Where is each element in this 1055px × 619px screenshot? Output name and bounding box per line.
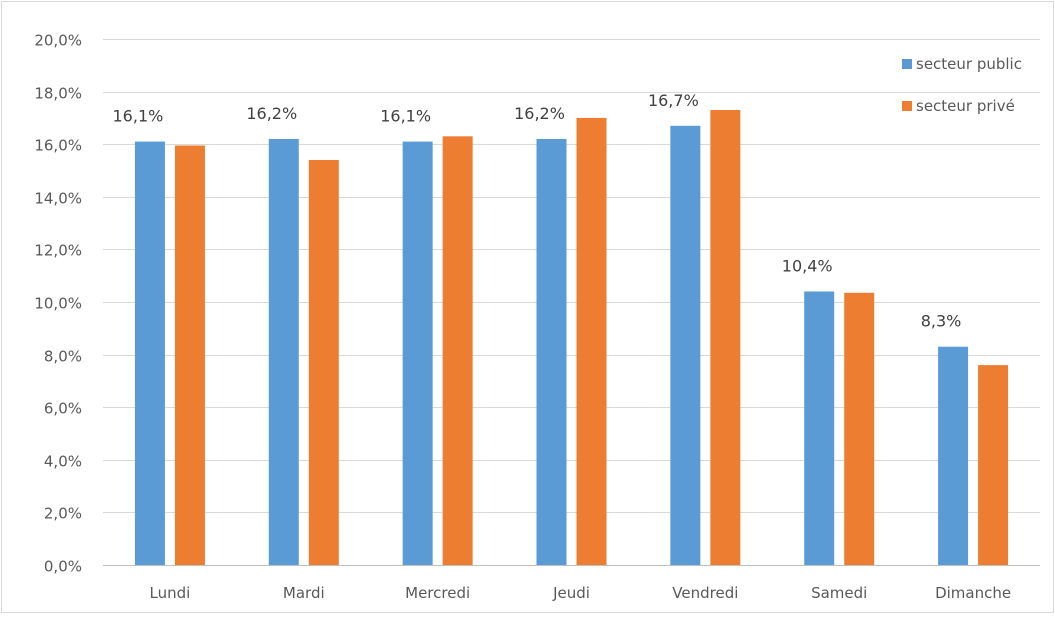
bar-prive-mercredi (442, 136, 473, 565)
bar-public-mardi (268, 138, 299, 565)
y-tick-label: 16,0% (34, 137, 82, 155)
bar-public-jeudi (536, 138, 567, 565)
bar-prive-dimanche (978, 365, 1009, 565)
data-label: 16,2% (514, 104, 565, 123)
bar-public-lundi (134, 141, 165, 565)
y-tick-label: 20,0% (34, 32, 82, 50)
y-tick-label: 4,0% (44, 453, 82, 471)
bar-public-mercredi (402, 141, 433, 565)
bar-public-vendredi (670, 125, 701, 565)
bar-prive-mardi (308, 159, 339, 566)
bar-public-samedi (804, 291, 835, 565)
legend: secteur public secteur privé (902, 55, 1022, 115)
x-tick-label: Jeudi (552, 584, 590, 602)
legend-label-prive: secteur privé (916, 97, 1015, 115)
bar-prive-jeudi (576, 117, 607, 566)
x-tick-label: Mercredi (405, 584, 470, 602)
x-tick-label: Mardi (283, 584, 325, 602)
legend-label-public: secteur public (916, 55, 1022, 73)
y-tick-label: 2,0% (44, 505, 82, 523)
y-tick-label: 18,0% (34, 85, 82, 103)
bar-public-dimanche (938, 346, 969, 565)
y-tick-label: 0,0% (44, 558, 82, 576)
data-label: 10,4% (782, 256, 833, 275)
bars (134, 110, 1009, 566)
y-tick-label: 12,0% (34, 242, 82, 260)
x-tick-label: Vendredi (672, 584, 738, 602)
x-tick-label: Dimanche (935, 584, 1011, 602)
data-labels: 16,1% 16,2% 16,1% 16,2% 16,7% 10,4% 8,3% (113, 91, 962, 331)
y-tick-label: 8,0% (44, 348, 82, 366)
data-label: 16,2% (246, 104, 297, 123)
x-axis-tick-labels: Lundi Mardi Mercredi Jeudi Vendredi Samedi Dim… (150, 584, 1012, 602)
bar-prive-lundi (174, 145, 205, 565)
data-label: 8,3% (921, 312, 962, 331)
bar-prive-vendredi (710, 110, 741, 565)
y-axis-tick-labels: 0,0% 2,0% 4,0% 6,0% 8,0% 10,0% 12,0% 14,0% 16,0%… (34, 32, 82, 576)
legend-swatch-prive (902, 101, 912, 111)
y-tick-label: 10,0% (34, 295, 82, 313)
bar-prive-samedi (844, 292, 875, 565)
data-label: 16,1% (113, 107, 164, 126)
data-label: 16,7% (648, 91, 699, 110)
data-label: 16,1% (380, 107, 431, 126)
legend-swatch-public (902, 59, 912, 69)
x-tick-label: Lundi (150, 584, 191, 602)
gridlines (103, 39, 1040, 566)
x-tick-label: Samedi (811, 584, 867, 602)
y-tick-label: 6,0% (44, 400, 82, 418)
y-tick-label: 14,0% (34, 190, 82, 208)
